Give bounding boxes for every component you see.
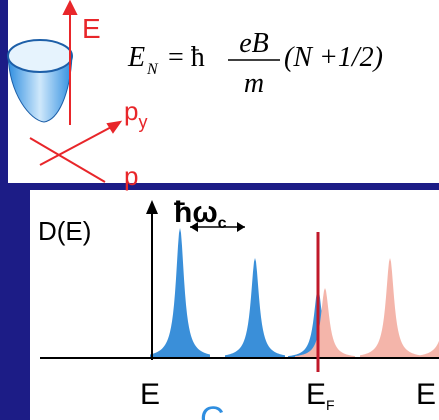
paraboloid-rim xyxy=(7,39,73,73)
top-panel xyxy=(8,0,439,183)
x-label: E xyxy=(306,378,326,411)
subscript: c xyxy=(218,215,227,232)
axis-label: p xyxy=(124,161,138,191)
landau-peak xyxy=(150,228,210,358)
x-label: E xyxy=(140,378,160,411)
axes-3d xyxy=(29,0,123,183)
formula-eq: = ħ xyxy=(168,42,205,73)
landau-peak xyxy=(295,288,355,358)
spacing-label: ħω xyxy=(174,196,218,229)
formula-den: m xyxy=(244,68,264,99)
arrowhead xyxy=(190,222,198,232)
axis-label: py xyxy=(124,96,147,132)
formula-lhs: E xyxy=(127,42,145,73)
arrowhead xyxy=(146,200,158,214)
axis-label: E xyxy=(82,13,101,44)
formula-tail: (N +1/2) xyxy=(284,42,383,73)
spacing-label: ħωc xyxy=(174,196,227,232)
axis-label: p xyxy=(124,96,138,126)
formula-num: eB xyxy=(239,28,269,59)
footer-fragment: C xyxy=(200,400,225,420)
formula: E N = ħ eB m (N +1/2) xyxy=(127,28,383,99)
graph-panel xyxy=(30,190,439,420)
x-label: E xyxy=(416,378,436,411)
x-label: EF xyxy=(306,378,335,413)
landau-peak xyxy=(420,340,439,358)
subscript: F xyxy=(326,397,335,413)
landau-peak xyxy=(360,258,420,358)
landau-peak xyxy=(225,258,285,358)
y-label: D(E) xyxy=(38,216,91,246)
arrowhead xyxy=(237,222,245,232)
formula-sub: N xyxy=(146,61,159,78)
subscript: y xyxy=(138,112,147,132)
